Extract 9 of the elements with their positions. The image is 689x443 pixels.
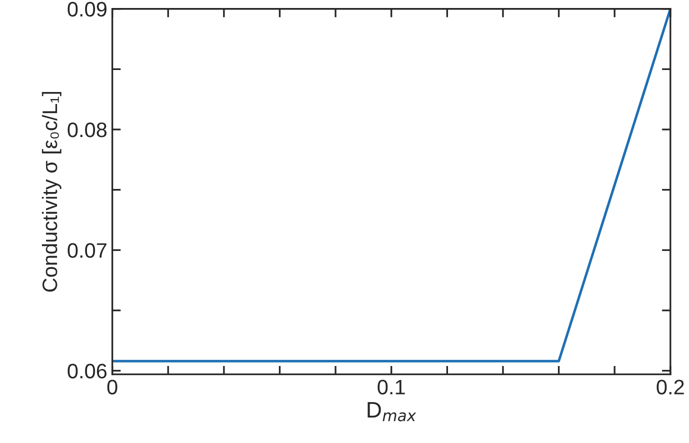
y-tick-label: 0.09 [68, 2, 106, 17]
y-tick-label: 0.07 [68, 243, 106, 258]
y-axis-title: Conductivity σ [ε₀c/L₁] [42, 92, 62, 292]
x-tick-label: 0.2 [656, 380, 684, 394]
y-tick-label: 0.06 [68, 364, 107, 378]
y-tick-label: 0.08 [68, 122, 107, 138]
x-tick-label: 0 [107, 380, 118, 394]
x-axis-title: D$_{max}$ [368, 402, 416, 422]
x-tick-label: 0.1 [378, 380, 405, 394]
